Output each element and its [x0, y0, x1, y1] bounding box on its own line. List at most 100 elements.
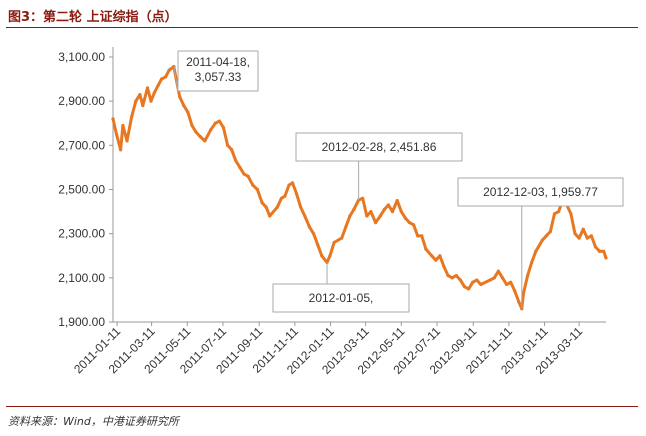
chart-series	[111, 64, 608, 311]
annotation-label-line: 2012-02-28, 2,451.86	[322, 140, 437, 154]
y-tick-label: 2,900.00	[58, 94, 105, 108]
data-point	[213, 121, 217, 125]
data-point	[290, 181, 295, 185]
annotation-box	[295, 132, 463, 162]
data-point	[182, 103, 186, 108]
data-point	[251, 183, 255, 187]
data-point	[348, 214, 352, 218]
data-point	[299, 205, 303, 209]
data-point	[442, 265, 446, 269]
data-point	[577, 236, 581, 240]
data-point	[509, 280, 513, 284]
annotation-label: 2012-01-05,	[309, 291, 374, 305]
y-tick-label: 2,500.00	[58, 183, 105, 197]
data-point	[373, 221, 378, 225]
data-point	[242, 172, 246, 176]
data-point	[332, 240, 336, 245]
data-point	[164, 75, 168, 79]
data-point	[255, 187, 260, 192]
data-point	[340, 236, 344, 240]
figure-title: 图3：第二轮 上证综指（点）	[8, 10, 178, 25]
annotation-leader	[173, 66, 179, 92]
x-axis-ticks: 2011-01-112011-03-112011-05-112011-07-11…	[71, 322, 585, 377]
data-point	[369, 209, 373, 214]
data-point	[283, 194, 287, 198]
title-divider	[6, 27, 638, 28]
annotation-label: 2012-12-03, 1,959.77	[483, 185, 598, 199]
data-point	[234, 159, 238, 163]
data-point	[544, 234, 548, 238]
data-point	[479, 282, 483, 287]
y-tick-label: 3,100.00	[58, 50, 105, 64]
data-point	[466, 287, 471, 291]
data-point	[209, 128, 213, 132]
data-point	[194, 130, 198, 134]
data-point	[540, 238, 544, 242]
data-point	[159, 77, 164, 81]
data-point	[496, 269, 500, 273]
data-point	[149, 99, 153, 103]
data-point	[152, 90, 157, 94]
annotation-box	[177, 50, 259, 92]
data-point	[260, 201, 264, 205]
data-point	[569, 212, 573, 216]
data-point	[593, 245, 598, 249]
data-point	[462, 285, 467, 289]
line-chart: 3,100.00 2,900.00 2,700.00 2,500.00 2,300.00…	[58, 47, 624, 377]
data-point	[156, 84, 160, 88]
data-point	[217, 119, 222, 123]
data-point	[352, 207, 356, 211]
data-point	[125, 139, 129, 143]
annotation-label-line: 2012-01-05,	[309, 291, 374, 305]
data-point	[246, 174, 250, 178]
annotation-label-line: 2011-04-18,	[186, 55, 250, 69]
data-point	[492, 276, 496, 280]
data-point	[264, 205, 268, 209]
data-point	[458, 278, 462, 282]
y-tick-label: 2,100.00	[58, 271, 105, 285]
data-point	[268, 214, 272, 218]
data-point	[500, 276, 505, 280]
data-point	[434, 258, 438, 262]
data-point	[320, 254, 324, 258]
data-point	[471, 280, 475, 284]
y-tick-label: 2,700.00	[58, 138, 105, 152]
data-point	[475, 278, 479, 282]
data-point	[198, 134, 202, 139]
data-point	[307, 225, 312, 229]
data-point	[548, 229, 553, 234]
data-point	[446, 274, 450, 278]
data-point	[420, 234, 424, 238]
data-point	[604, 256, 608, 260]
data-point	[275, 205, 279, 209]
annotation-label-line: 3,057.33	[195, 70, 242, 84]
data-point	[138, 92, 142, 97]
data-point	[602, 249, 606, 253]
data-point	[526, 274, 530, 278]
data-point	[597, 249, 602, 253]
data-point	[121, 123, 125, 128]
data-point	[221, 126, 226, 130]
data-point	[111, 117, 115, 121]
data-point	[573, 232, 577, 236]
data-point	[407, 221, 412, 225]
data-point	[424, 247, 428, 251]
data-point	[141, 103, 145, 108]
y-axis-ticks: 3,100.00 2,900.00 2,700.00 2,500.00 2,300.00…	[58, 50, 113, 329]
data-point	[403, 216, 408, 220]
footer-divider	[6, 406, 638, 407]
data-point	[311, 232, 316, 236]
data-point	[119, 148, 123, 152]
annotation-label-line: 2012-12-03, 1,959.77	[483, 185, 598, 199]
data-point	[203, 139, 207, 143]
data-point	[287, 183, 291, 187]
data-point	[438, 254, 442, 258]
data-point	[530, 260, 534, 264]
data-point	[328, 254, 332, 258]
data-point	[552, 212, 557, 216]
data-point	[279, 196, 284, 200]
data-point	[513, 289, 517, 293]
data-point	[585, 236, 589, 240]
data-point	[386, 203, 391, 207]
data-point	[521, 291, 526, 295]
